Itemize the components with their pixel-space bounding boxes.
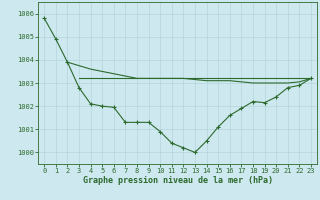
- X-axis label: Graphe pression niveau de la mer (hPa): Graphe pression niveau de la mer (hPa): [83, 176, 273, 185]
